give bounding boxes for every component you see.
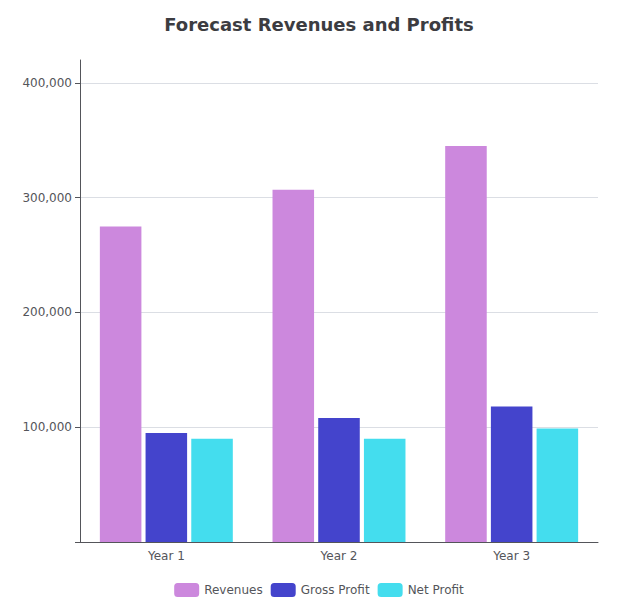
svg-text:300,000: 300,000	[22, 191, 72, 205]
svg-text:200,000: 200,000	[22, 305, 72, 319]
svg-text:100,000: 100,000	[22, 420, 72, 434]
svg-text:Year 2: Year 2	[320, 549, 358, 563]
svg-text:Net Profit: Net Profit	[408, 583, 464, 597]
svg-text:400,000: 400,000	[22, 76, 72, 90]
svg-text:Gross Profit: Gross Profit	[301, 583, 370, 597]
svg-text:Forecast Revenues and Profits: Forecast Revenues and Profits	[164, 14, 473, 35]
svg-text:Revenues: Revenues	[204, 583, 263, 597]
svg-text:Year 3: Year 3	[492, 549, 530, 563]
svg-text:Year 1: Year 1	[147, 549, 185, 563]
